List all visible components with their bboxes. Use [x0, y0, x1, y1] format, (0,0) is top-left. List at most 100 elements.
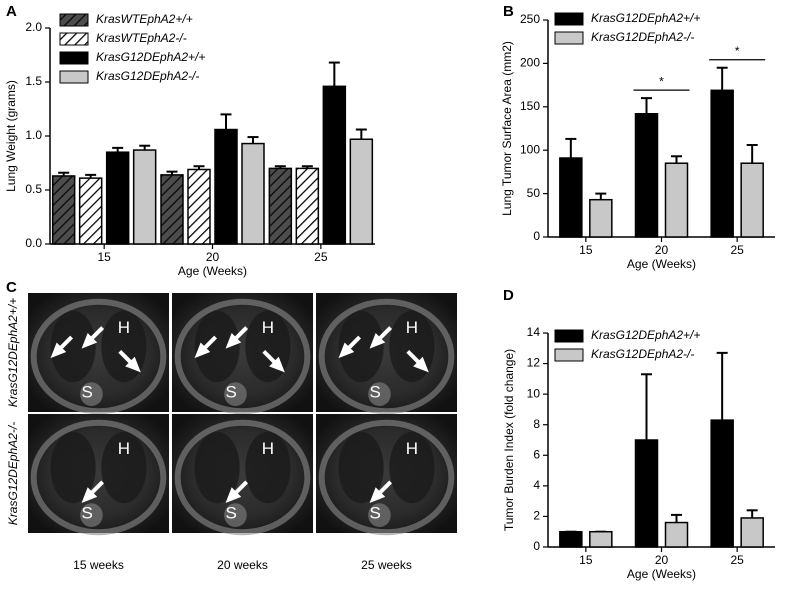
y-tick-label: 10	[527, 386, 541, 400]
y-tick-label: 14	[527, 325, 541, 339]
y-axis-label: Tumor Burden Index (fold change)	[502, 349, 516, 531]
legend-swatch	[554, 12, 584, 26]
mri-lung	[50, 431, 96, 504]
mri-spine	[224, 503, 247, 528]
bar	[105, 151, 130, 245]
bar	[664, 521, 689, 548]
y-tick-label: 4	[533, 478, 540, 492]
y-tick-label: 2.0	[25, 20, 42, 34]
bar	[51, 175, 76, 245]
y-axis-label: Lung Weight (grams)	[4, 80, 18, 192]
arrow-head	[369, 332, 386, 349]
legend-label: KrasG12DEphA2-/-	[591, 347, 694, 361]
legend-label: KrasG12DEphA2+/+	[591, 11, 700, 25]
significance-mark: *	[735, 44, 740, 58]
x-tick-label: 15	[579, 243, 593, 257]
legend-swatch	[59, 13, 89, 27]
bar	[187, 168, 211, 245]
mri-lung	[245, 431, 291, 504]
x-tick-label: 25	[314, 250, 328, 264]
column-label: 20 weeks	[217, 558, 268, 572]
row-label: KrasG12DEphA2-/-	[6, 422, 20, 525]
y-tick-label: 2	[533, 509, 540, 523]
bar	[214, 128, 238, 245]
bar	[664, 162, 689, 238]
x-tick-label: 20	[206, 250, 220, 264]
mri-body	[30, 298, 167, 415]
legend-swatch	[59, 32, 89, 46]
chart: A 0.0 0.5 1.0 1.5 2.0 Lung Weight (grams) Age (…	[4, 3, 375, 278]
mri-lung	[389, 431, 435, 504]
mri-lung	[101, 431, 147, 504]
arrow-head	[413, 356, 429, 373]
bar	[295, 167, 320, 245]
mri-spine	[368, 503, 391, 528]
mri-lung	[194, 431, 240, 504]
y-tick-label: 6	[533, 447, 540, 461]
panel-label: B	[503, 3, 514, 20]
bar	[349, 138, 374, 245]
bar	[78, 177, 103, 245]
arrow-head	[50, 342, 67, 359]
bar	[740, 517, 764, 548]
y-tick-label: 8	[533, 417, 540, 431]
mri-spine	[80, 382, 103, 407]
image-label: H	[262, 439, 274, 458]
image-panel: C H S H S H S H S H S H S KrasG12DEphA2+/+ KrasG12DEph…	[6, 279, 457, 572]
column-label: 25 weeks	[361, 558, 412, 572]
legend-swatch	[554, 329, 584, 343]
mri-spine	[224, 382, 247, 407]
mri-lung	[50, 310, 96, 383]
y-tick-label: 0	[533, 229, 540, 243]
y-tick-label: 12	[527, 356, 541, 370]
y-tick-label: 100	[520, 142, 540, 156]
x-tick-label: 25	[730, 243, 744, 257]
image-label: S	[370, 382, 381, 401]
mri-body	[174, 419, 311, 536]
image-label: H	[118, 439, 130, 458]
x-tick-label: 15	[97, 250, 111, 264]
y-axis-label: Lung Tumor Surface Area (mm2)	[500, 41, 514, 216]
mri-lung	[338, 431, 384, 504]
mri-body	[318, 419, 455, 536]
bar	[710, 89, 734, 238]
image-label: S	[370, 503, 381, 522]
bar	[559, 157, 583, 238]
y-tick-label: 250	[520, 12, 540, 26]
legend-swatch	[59, 51, 89, 65]
image-label: S	[82, 382, 93, 401]
arrow-head	[269, 356, 285, 373]
mri-body	[318, 298, 455, 415]
bar	[634, 112, 659, 238]
image-label: H	[406, 439, 418, 458]
image-label: S	[226, 503, 237, 522]
significance-mark: *	[659, 74, 664, 88]
mri-body	[174, 298, 311, 415]
x-tick-label: 15	[579, 553, 593, 567]
y-tick-label: 1.5	[25, 74, 42, 88]
legend-label: KrasWTEphA2+/+	[96, 12, 193, 26]
legend-swatch	[59, 70, 89, 84]
y-tick-label: 0.5	[25, 182, 42, 196]
y-tick-label: 0.0	[25, 236, 42, 250]
y-tick-label: 200	[520, 56, 540, 70]
legend-label: KrasG12DEphA2+/+	[96, 50, 205, 64]
bar	[710, 419, 734, 548]
mri-lung	[338, 310, 384, 383]
x-axis-label: Age (Weeks)	[178, 264, 247, 278]
arrow-head	[194, 342, 211, 359]
bar	[241, 142, 265, 245]
panel-label: D	[503, 287, 514, 304]
image-label: H	[118, 318, 130, 337]
legend-swatch	[554, 31, 584, 45]
mri-spine	[368, 382, 391, 407]
mri-spine	[80, 503, 103, 528]
x-axis-label: Age (Weeks)	[627, 567, 696, 581]
arrow-head	[338, 342, 355, 359]
legend-label: KrasG12DEphA2-/-	[591, 30, 694, 44]
image-label: S	[82, 503, 93, 522]
y-tick-label: 1.0	[25, 128, 42, 142]
bar	[160, 174, 184, 245]
arrow-head	[81, 332, 98, 349]
